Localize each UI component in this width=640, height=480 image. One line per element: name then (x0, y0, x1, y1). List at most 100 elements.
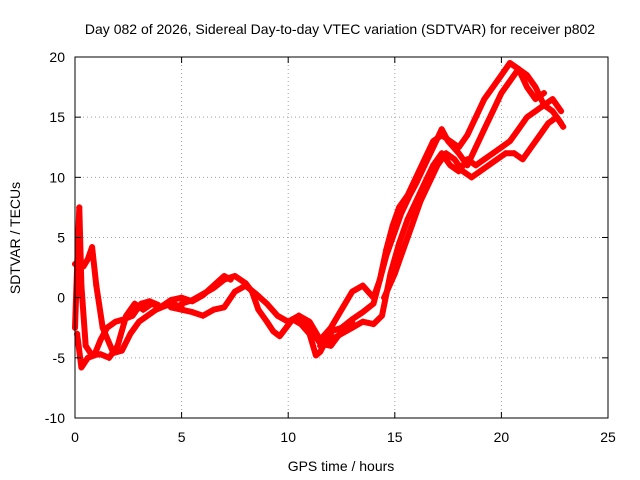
data-point (498, 90, 505, 97)
data-point (541, 90, 548, 97)
data-point (263, 318, 270, 325)
data-point (376, 276, 383, 283)
data-point (231, 273, 238, 280)
axis-ticks (74, 56, 609, 419)
data-point (481, 126, 488, 133)
y-tick-label: 10 (49, 169, 65, 185)
data-point (140, 306, 147, 313)
series-line (178, 273, 334, 359)
data-point (274, 312, 281, 319)
data-point (391, 228, 398, 235)
data-point (153, 306, 160, 313)
x-tick-label: 25 (600, 429, 616, 445)
series-line (317, 102, 565, 349)
data-point (349, 288, 356, 295)
data-point (78, 364, 85, 371)
data-point (460, 168, 467, 175)
data-point (413, 180, 420, 187)
data-point (359, 318, 366, 325)
data-point (506, 60, 513, 67)
data-point (370, 300, 377, 307)
data-point (80, 263, 87, 270)
series-group (72, 60, 567, 371)
data-point (532, 96, 539, 103)
y-tick-label: -5 (53, 350, 66, 366)
data-point (97, 351, 104, 358)
data-point (528, 144, 535, 151)
data-point (127, 330, 134, 337)
data-point (255, 306, 262, 313)
data-point (455, 150, 462, 157)
data-point (489, 150, 496, 157)
data-point (442, 150, 449, 157)
data-point (97, 336, 104, 343)
data-point (519, 156, 526, 163)
data-point (178, 306, 185, 313)
data-point (131, 300, 138, 307)
data-point (532, 84, 539, 91)
data-point (327, 342, 334, 349)
data-point (408, 222, 415, 229)
data-point (417, 198, 424, 205)
data-point (472, 162, 479, 169)
data-point (445, 138, 452, 145)
series-line (306, 66, 565, 343)
data-point (306, 318, 313, 325)
data-point (103, 324, 110, 331)
data-point (82, 342, 89, 349)
data-point (481, 156, 488, 163)
data-point (472, 144, 479, 151)
data-point (276, 333, 283, 340)
x-tick-label: 5 (178, 429, 186, 445)
data-point (78, 282, 85, 289)
data-point (317, 348, 324, 355)
data-point (178, 300, 185, 307)
data-point (312, 352, 319, 359)
data-point (210, 285, 217, 292)
data-point (144, 312, 151, 319)
data-point (221, 304, 228, 311)
data-point (370, 321, 377, 328)
data-point (338, 330, 345, 337)
data-point (558, 108, 565, 115)
data-point (317, 336, 324, 343)
data-point (91, 352, 98, 359)
data-point (506, 138, 513, 145)
data-point (110, 350, 117, 357)
data-point (106, 354, 113, 361)
data-point (199, 291, 206, 298)
data-point (118, 347, 125, 354)
data-point (447, 162, 454, 169)
data-point (464, 156, 471, 163)
data-point (523, 72, 530, 79)
data-point (76, 258, 83, 265)
series-3 (74, 298, 162, 371)
data-point (349, 316, 356, 323)
data-point (84, 354, 91, 361)
data-point (481, 96, 488, 103)
data-point (93, 282, 100, 289)
data-point (553, 114, 560, 121)
data-point (295, 312, 302, 319)
data-point (438, 126, 445, 133)
data-point (89, 244, 96, 251)
data-point (515, 66, 522, 73)
x-tick-label: 10 (280, 429, 296, 445)
data-point (398, 210, 405, 217)
data-point (541, 102, 548, 109)
data-point (489, 84, 496, 91)
data-point (263, 300, 270, 307)
series-line (381, 114, 567, 301)
data-point (155, 301, 162, 308)
data-point (306, 330, 313, 337)
series-2 (72, 244, 185, 357)
data-point (434, 162, 441, 169)
data-point (189, 309, 196, 316)
data-point (84, 256, 91, 263)
data-point (494, 156, 501, 163)
data-point (327, 336, 334, 343)
data-point (242, 282, 249, 289)
data-point (511, 150, 518, 157)
